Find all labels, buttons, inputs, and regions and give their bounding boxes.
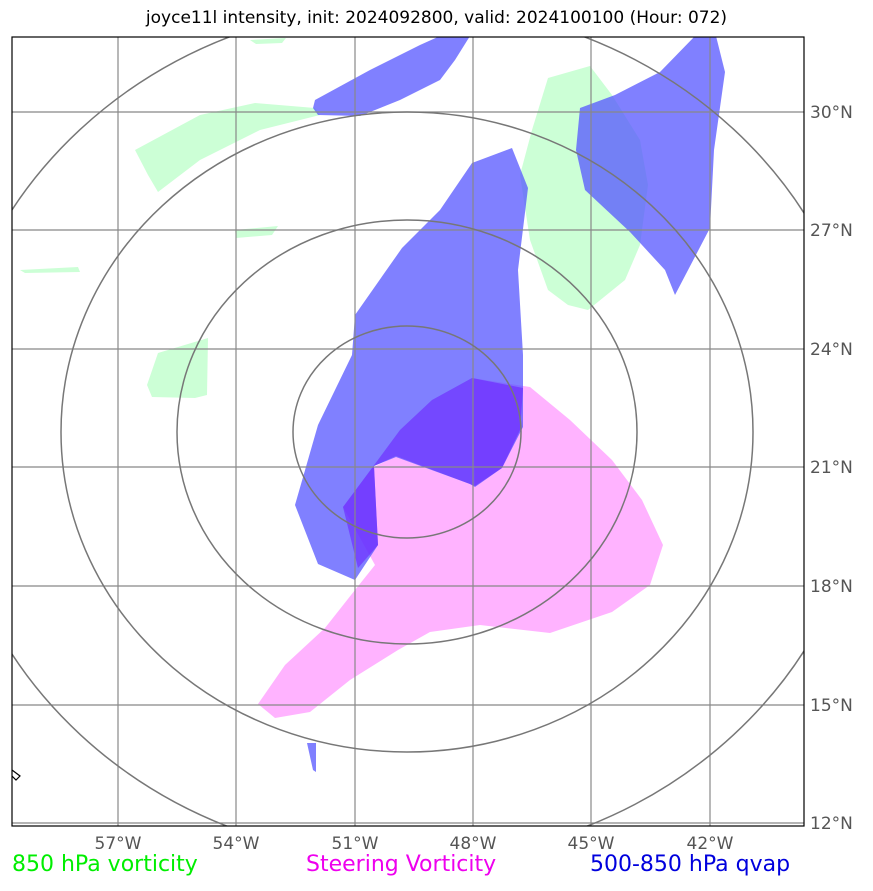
vorticity-area	[250, 38, 286, 44]
overlap-core	[343, 378, 523, 568]
legend-850-vorticity: 850 hPa vorticity	[12, 852, 198, 877]
x-tick-label: 54°W	[213, 834, 260, 854]
y-tick-label: 21°N	[810, 458, 853, 478]
qvap-area	[307, 743, 316, 772]
y-tick-label: 18°N	[810, 577, 853, 597]
y-tick-label: 15°N	[810, 696, 853, 716]
y-tick-label: 12°N	[810, 814, 853, 834]
range-rings	[12, 37, 804, 826]
x-axis-labels: 57°W 54°W 51°W 48°W 45°W 42°W	[95, 834, 734, 854]
range-ring	[176, 219, 638, 645]
vorticity-area	[135, 103, 320, 192]
x-tick-label: 45°W	[568, 834, 615, 854]
x-tick-label: 48°W	[450, 834, 497, 854]
x-tick-label: 57°W	[95, 834, 142, 854]
qvap-area	[313, 37, 470, 116]
map-title: joyce11l intensity, init: 2024092800, va…	[145, 8, 728, 28]
y-tick-label: 30°N	[810, 103, 853, 123]
vorticity-area	[20, 267, 80, 273]
steering-vorticity-layer	[258, 378, 663, 718]
y-tick-label: 27°N	[810, 221, 853, 241]
steering-area	[258, 378, 663, 718]
coastline-mark	[12, 769, 21, 781]
graticule	[12, 37, 804, 826]
x-tick-label: 42°W	[687, 834, 734, 854]
y-tick-label: 24°N	[810, 340, 853, 360]
vorticity-area	[235, 226, 278, 238]
map-frame	[11, 36, 805, 827]
x-tick-label: 51°W	[332, 834, 379, 854]
range-ring	[60, 111, 754, 753]
legend-steering-vorticity: Steering Vorticity	[306, 852, 497, 877]
y-axis-labels: 30°N 27°N 24°N 21°N 18°N 15°N 12°N	[810, 103, 853, 834]
vorticity-area	[147, 338, 208, 398]
legend-qvap: 500-850 hPa qvap	[590, 852, 791, 877]
range-ring	[292, 325, 522, 539]
